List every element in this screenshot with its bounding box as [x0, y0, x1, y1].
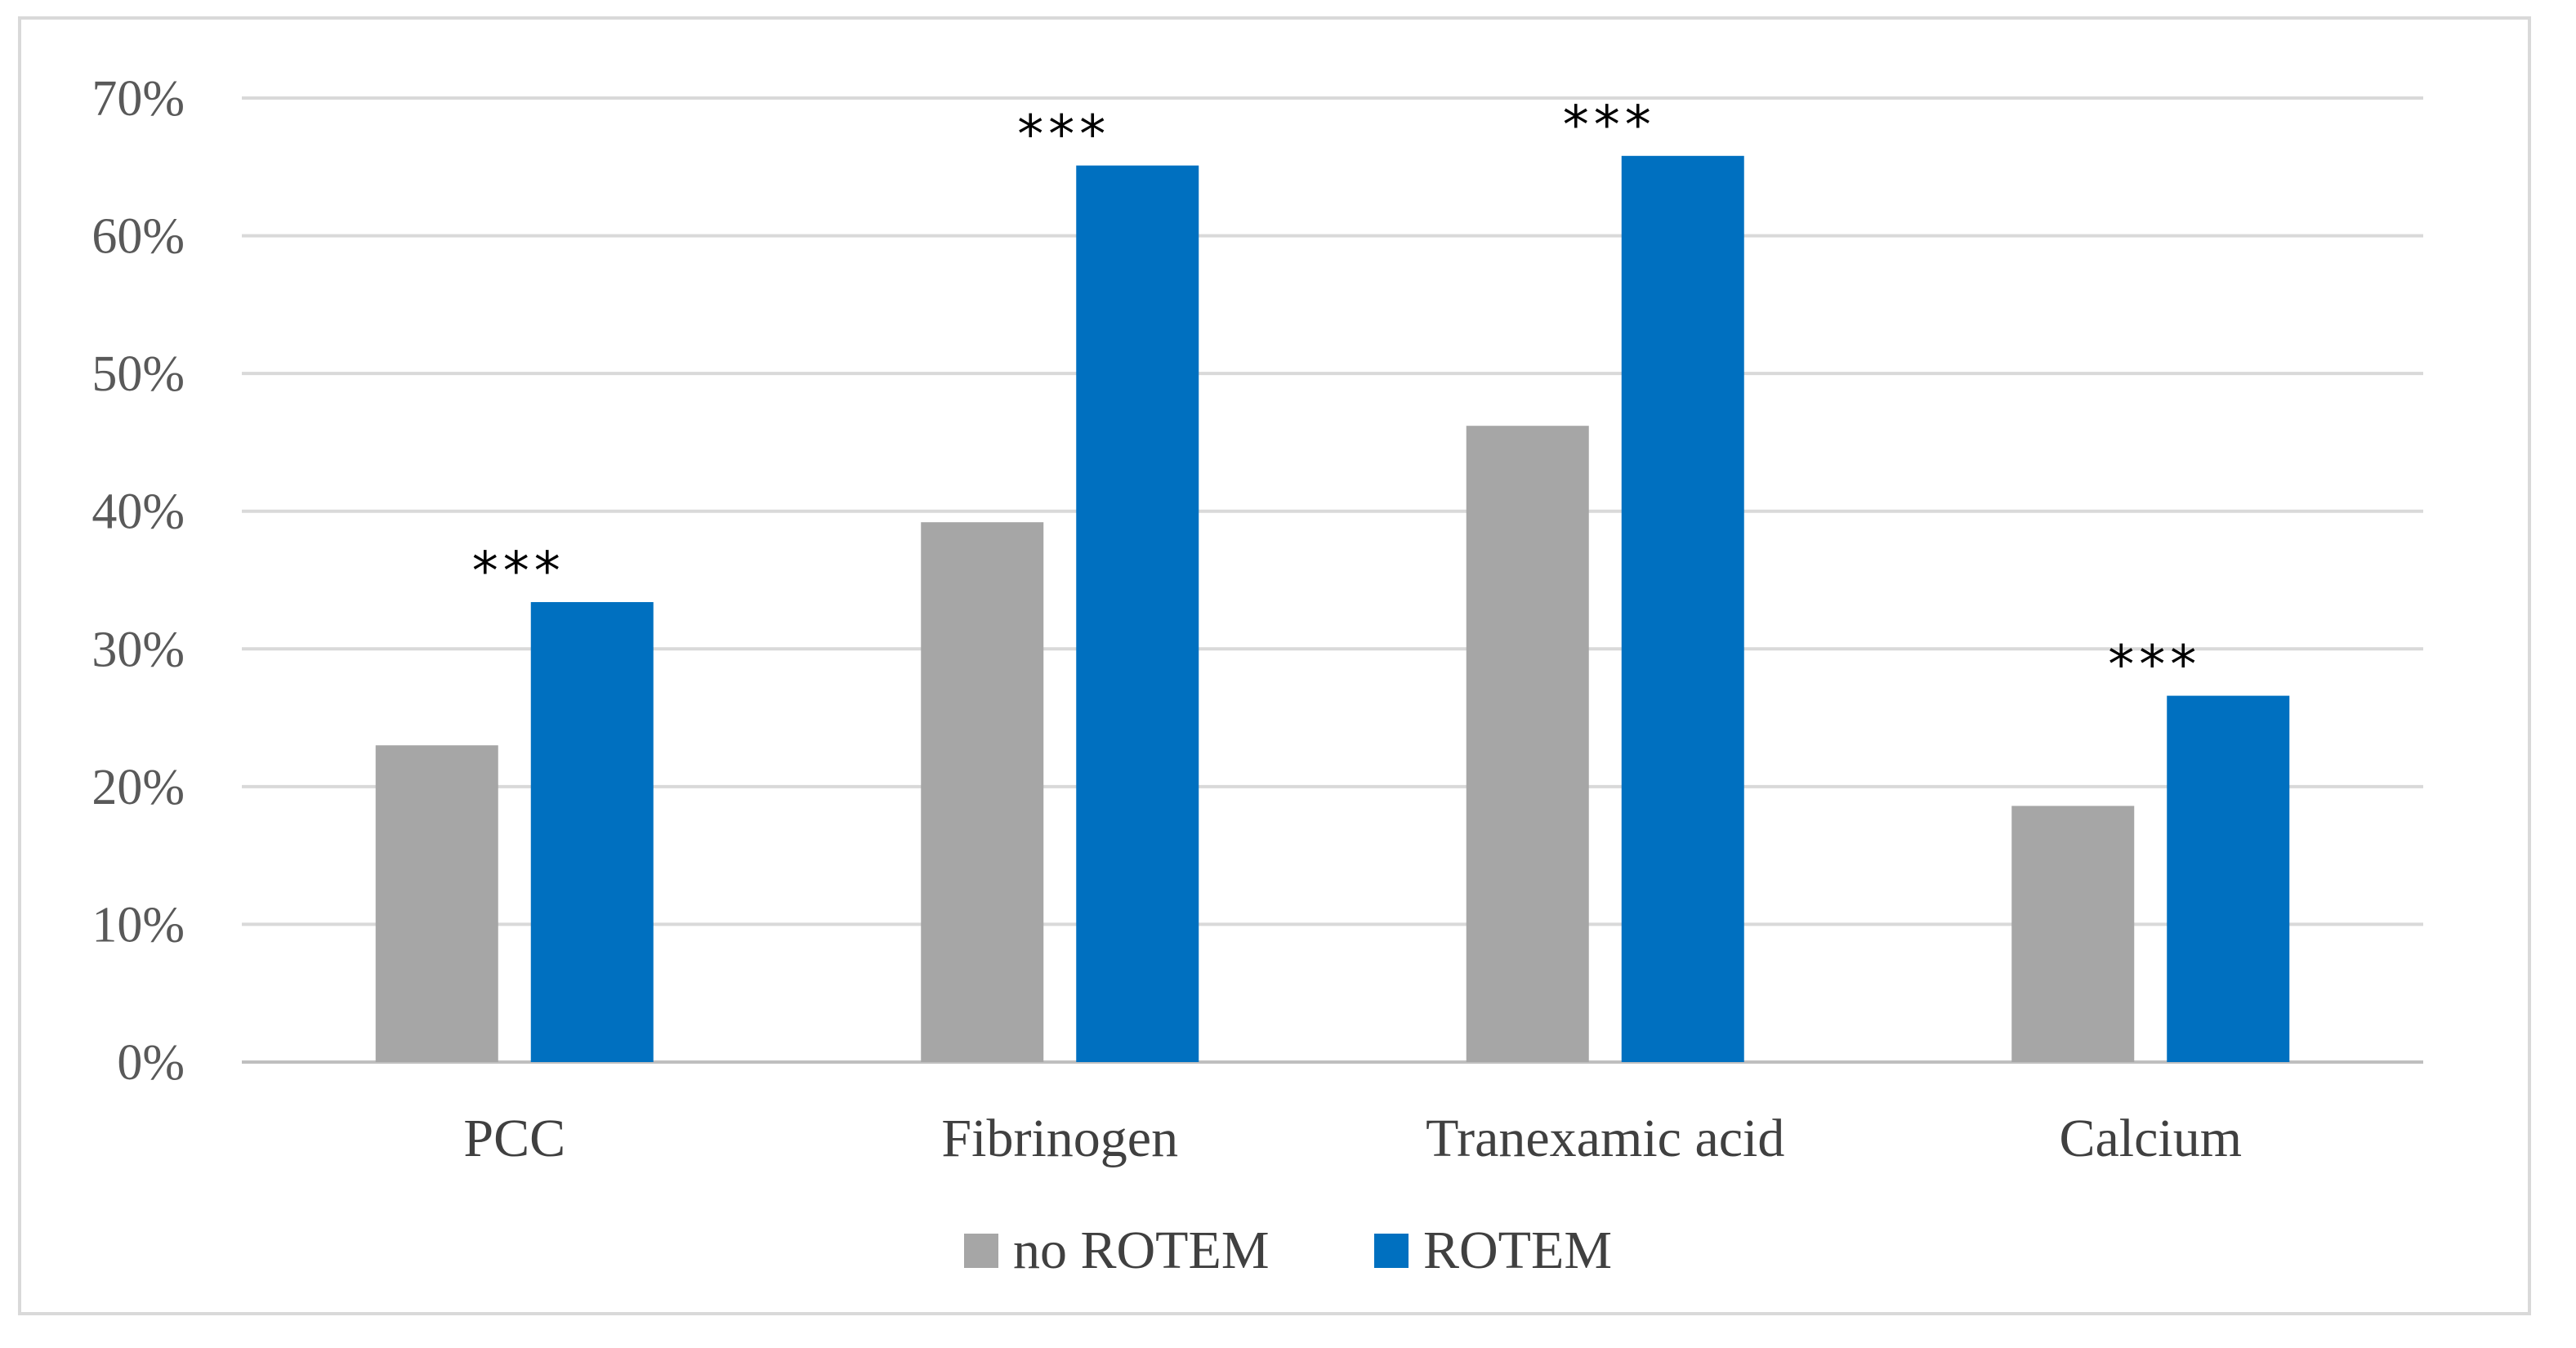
legend-swatch: [1374, 1234, 1409, 1268]
legend-label: no ROTEM: [1013, 1221, 1270, 1280]
legend-label: ROTEM: [1423, 1221, 1612, 1280]
bar-no-rotem: [1466, 426, 1589, 1062]
y-tick-label: 60%: [92, 209, 185, 265]
significance-annotations: *** *** *** ***: [472, 96, 2201, 696]
y-tick-label: 10%: [92, 897, 185, 953]
y-tick-label: 20%: [92, 760, 185, 815]
bar-no-rotem: [2011, 806, 2135, 1062]
bar-rotem: [1076, 165, 1199, 1063]
y-axis-ticks: 0% 10% 20% 30% 40% 50% 60% 70%: [92, 71, 185, 1091]
y-tick-label: 70%: [92, 71, 185, 127]
bar-no-rotem: [921, 522, 1044, 1062]
y-tick-label: 50%: [92, 346, 185, 402]
bar-no-rotem: [375, 745, 498, 1062]
x-axis-categories: PCC Fibrinogen Tranexamic acid Calcium: [463, 1109, 2242, 1168]
y-tick-label: 0%: [117, 1035, 185, 1091]
bar-rotem: [530, 601, 654, 1062]
x-category-label: Tranexamic acid: [1426, 1109, 1784, 1168]
legend: no ROTEM ROTEM: [964, 1221, 1612, 1280]
chart-frame: [18, 16, 2531, 1315]
bars: [375, 155, 2290, 1063]
significance-marker: ***: [1563, 96, 1656, 156]
x-category-label: Fibrinogen: [941, 1109, 1178, 1168]
significance-marker: ***: [1017, 105, 1110, 166]
significance-marker: ***: [2108, 636, 2201, 696]
x-category-label: Calcium: [2059, 1109, 2242, 1168]
y-tick-label: 40%: [92, 484, 185, 540]
bar-rotem: [2167, 695, 2290, 1062]
y-tick-label: 30%: [92, 622, 185, 677]
legend-swatch: [964, 1234, 998, 1268]
bar-rotem: [1621, 155, 1744, 1062]
significance-marker: ***: [472, 542, 565, 602]
x-category-label: PCC: [463, 1109, 565, 1168]
